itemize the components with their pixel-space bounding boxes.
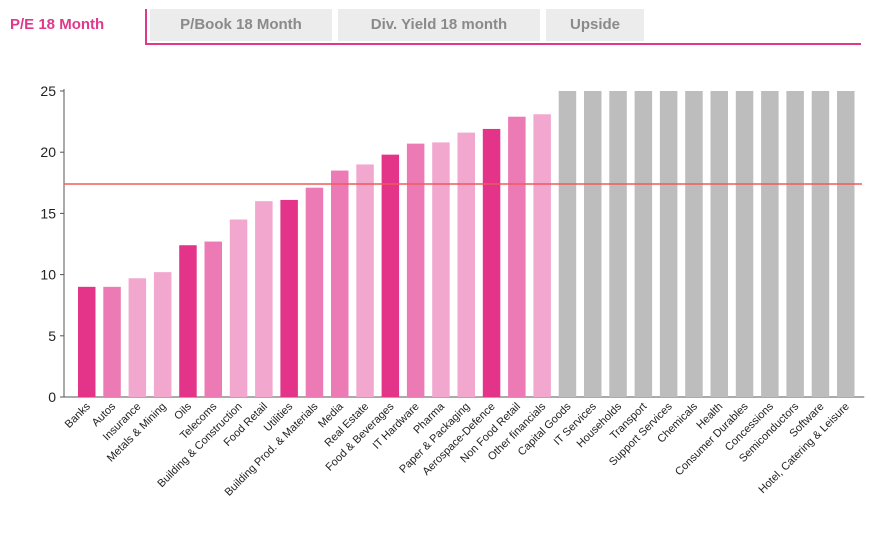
x-tick-label: Banks	[63, 400, 93, 430]
bar-13	[381, 154, 400, 397]
bar-6	[204, 241, 222, 397]
tab-divider	[145, 9, 147, 45]
bar-28	[761, 91, 779, 397]
bar-18	[508, 116, 526, 397]
bar-7	[229, 219, 248, 397]
bar-21	[584, 91, 602, 397]
bar-11	[331, 170, 349, 397]
bar-12	[356, 164, 374, 397]
y-tick-label: 25	[40, 83, 56, 99]
bar-24	[659, 91, 678, 397]
y-tick-label: 15	[40, 205, 56, 221]
bar-25	[685, 91, 703, 397]
bar-2	[103, 286, 121, 397]
bar-23	[634, 91, 653, 397]
bar-22	[609, 91, 627, 397]
bar-4	[153, 272, 172, 397]
tab-upside[interactable]: Upside	[546, 9, 644, 41]
bar-14	[406, 143, 425, 397]
bar-5	[179, 245, 197, 397]
bar-16	[457, 132, 475, 397]
tab-underline	[145, 43, 861, 45]
bar-31	[837, 91, 855, 397]
bar-20	[558, 91, 577, 397]
bar-1	[78, 286, 96, 397]
bar-9	[280, 199, 298, 397]
bar-19	[533, 114, 551, 398]
bar-15	[432, 142, 450, 397]
tab-pe-18-month[interactable]: P/E 18 Month	[10, 9, 140, 41]
bar-29	[786, 91, 804, 397]
y-tick-label: 20	[40, 144, 56, 160]
bar-27	[735, 91, 754, 397]
bar-30	[811, 91, 830, 397]
bar-3	[128, 278, 147, 397]
y-tick-label: 10	[40, 267, 56, 283]
tab-pbook-18-month[interactable]: P/Book 18 Month	[150, 9, 332, 41]
y-tick-label: 5	[48, 328, 56, 344]
bar-10	[305, 187, 324, 397]
tab-div-yield-18-month[interactable]: Div. Yield 18 month	[338, 9, 540, 41]
bar-17	[482, 128, 501, 397]
bar-26	[710, 91, 728, 397]
bar-8	[255, 201, 273, 397]
tab-bar: P/E 18 Month P/Book 18 Month Div. Yield …	[0, 0, 871, 46]
y-tick-label: 0	[48, 389, 56, 405]
